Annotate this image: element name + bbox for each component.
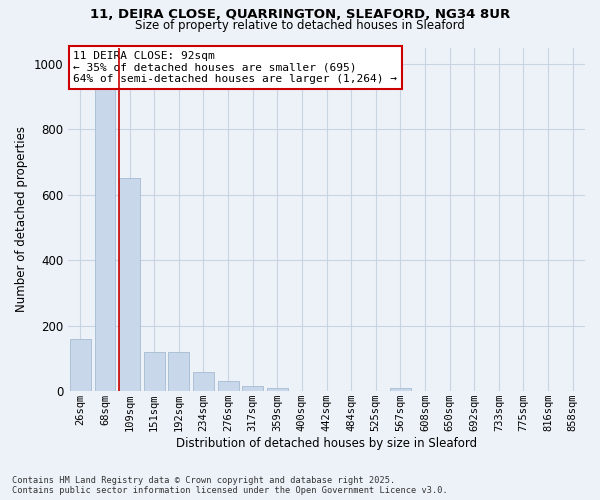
Text: 11, DEIRA CLOSE, QUARRINGTON, SLEAFORD, NG34 8UR: 11, DEIRA CLOSE, QUARRINGTON, SLEAFORD, … [90,8,510,20]
Bar [218,382,239,391]
Bar [267,388,288,391]
Bar [390,388,411,391]
Bar [70,339,91,391]
Bar [242,386,263,391]
Bar [95,84,115,391]
Text: Contains HM Land Registry data © Crown copyright and database right 2025.
Contai: Contains HM Land Registry data © Crown c… [12,476,448,495]
Text: 11 DEIRA CLOSE: 92sqm
← 35% of detached houses are smaller (695)
64% of semi-det: 11 DEIRA CLOSE: 92sqm ← 35% of detached … [73,51,397,84]
Y-axis label: Number of detached properties: Number of detached properties [15,126,28,312]
Text: Size of property relative to detached houses in Sleaford: Size of property relative to detached ho… [135,19,465,32]
Bar [119,178,140,391]
Bar [169,352,189,391]
X-axis label: Distribution of detached houses by size in Sleaford: Distribution of detached houses by size … [176,437,477,450]
Bar [144,352,164,391]
Bar [193,372,214,391]
